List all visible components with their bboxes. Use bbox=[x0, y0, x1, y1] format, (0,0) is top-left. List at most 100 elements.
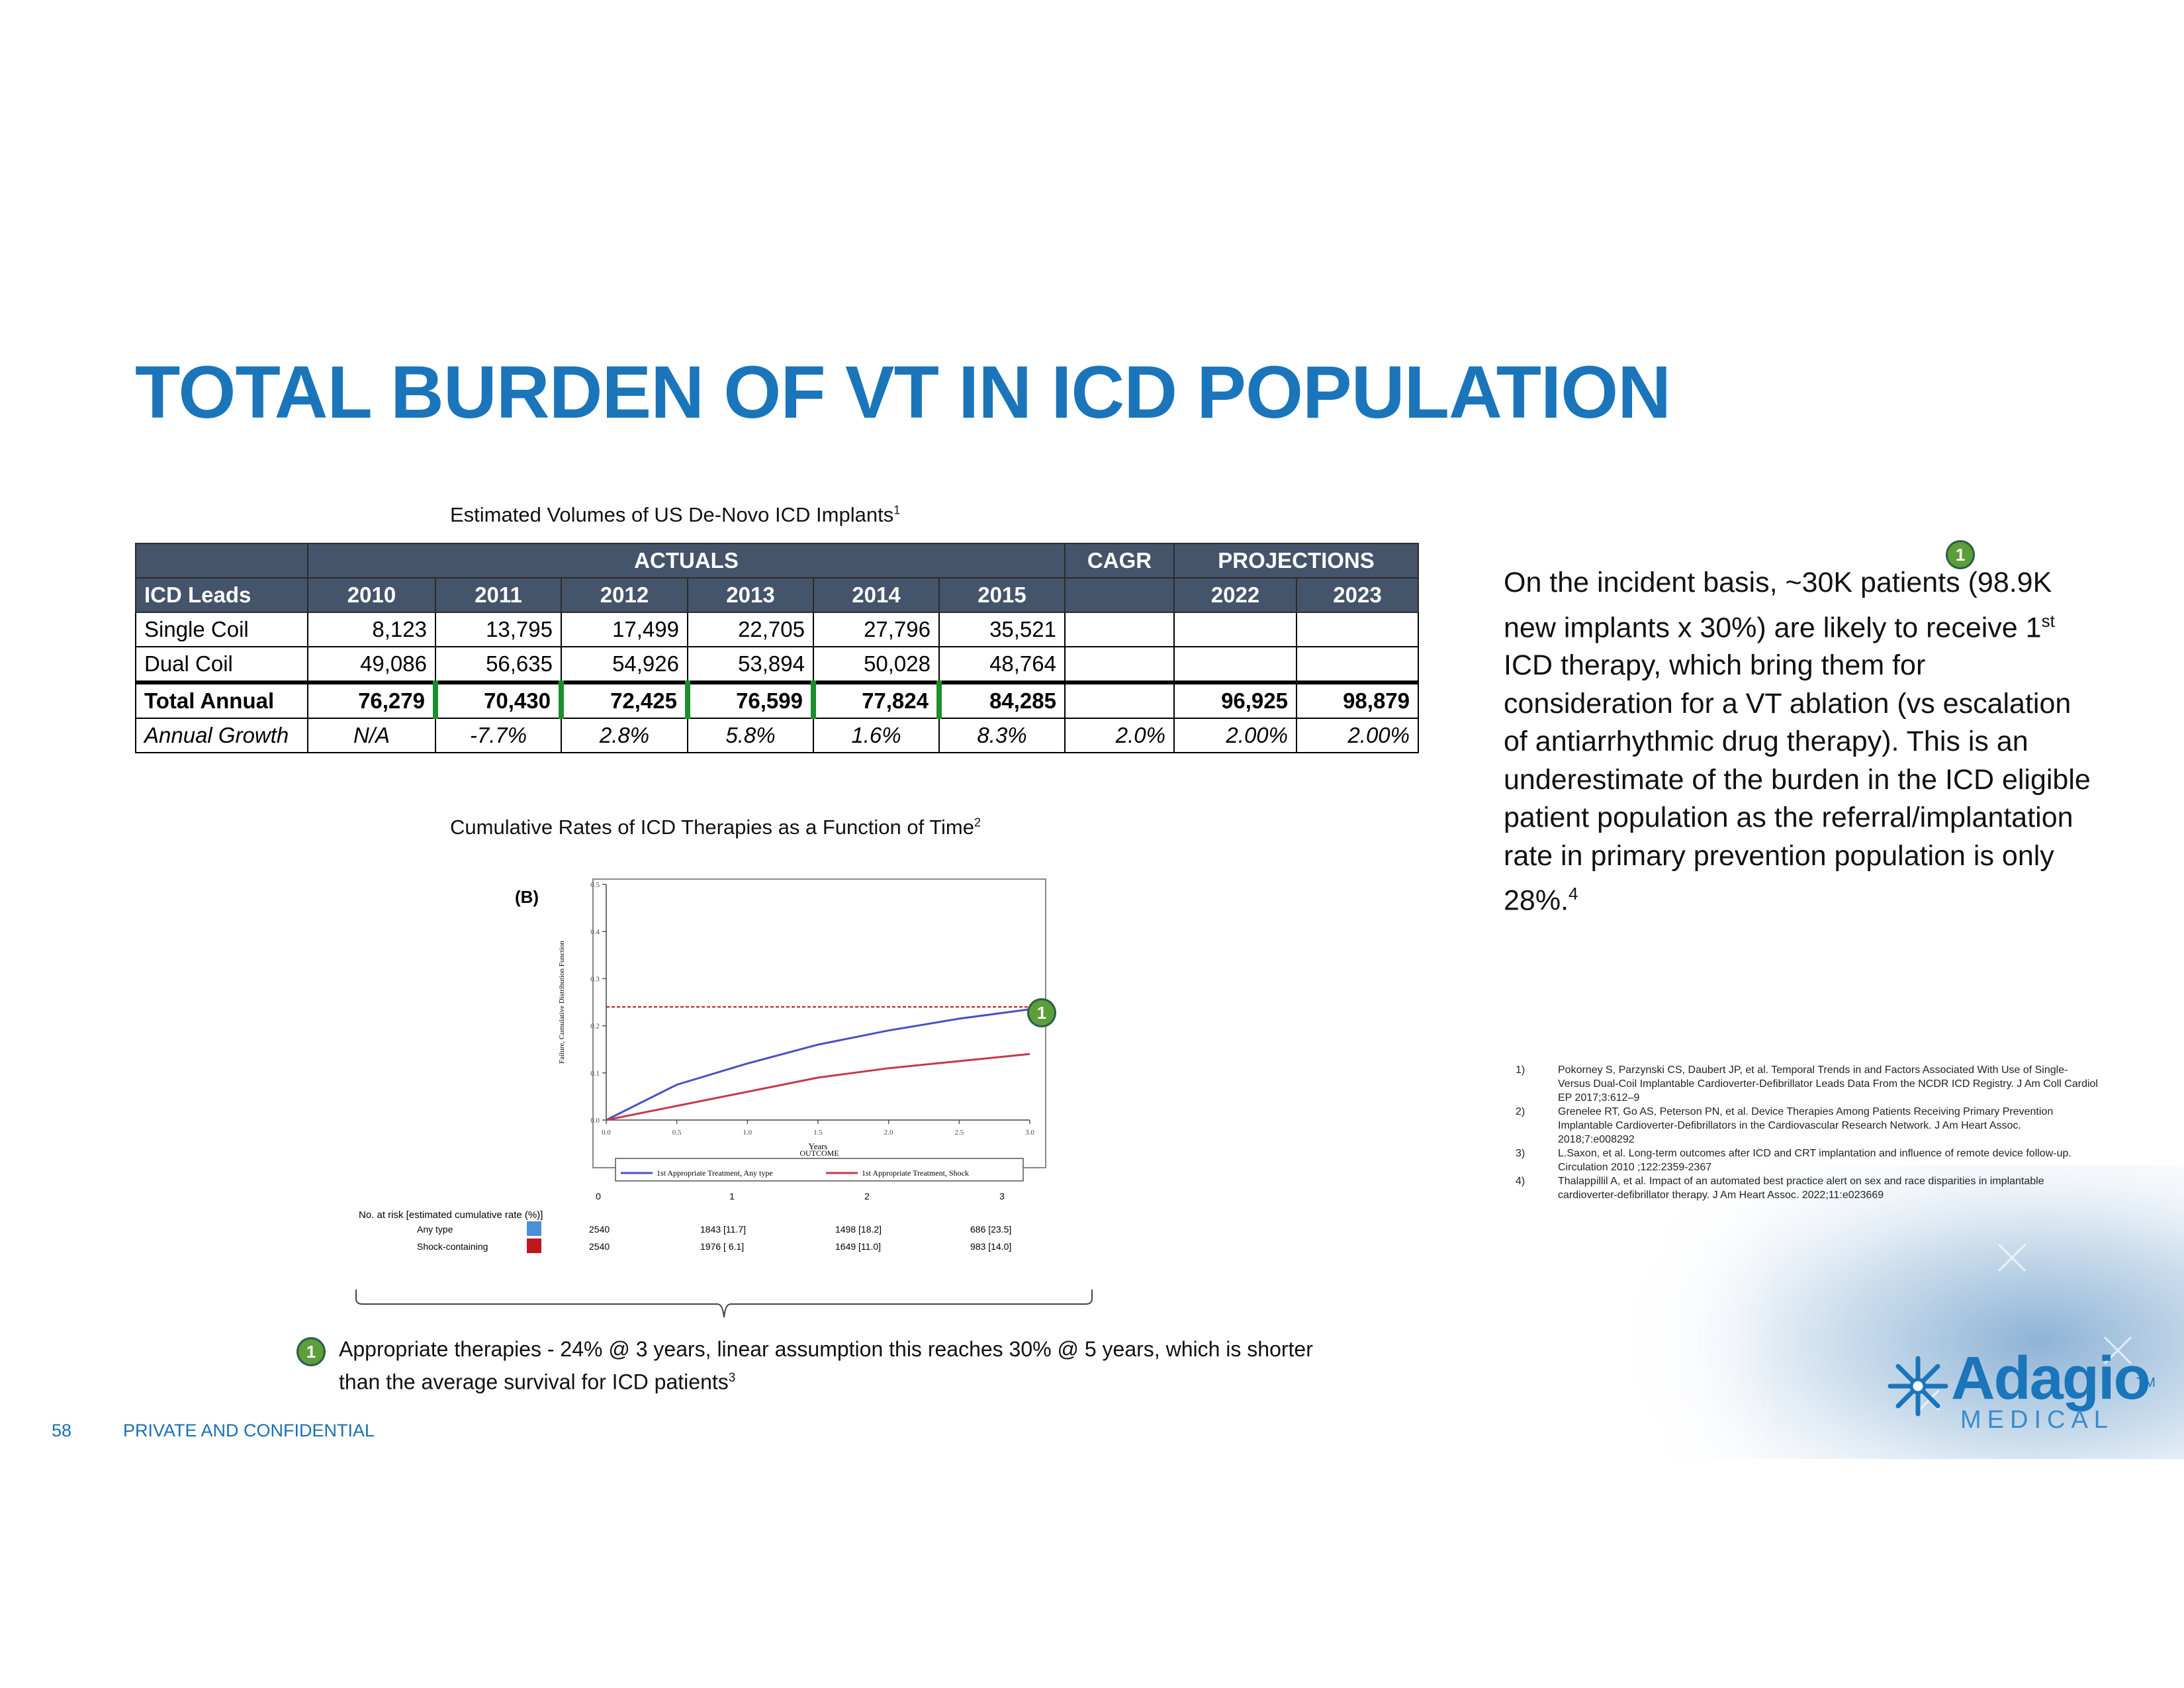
row-label: Annual Growth bbox=[135, 718, 308, 753]
table-cell: 22,705 bbox=[687, 612, 814, 647]
group-header-cagr: CAGR bbox=[1064, 543, 1175, 579]
table-cell: 49,086 bbox=[307, 646, 436, 683]
frost-decoration bbox=[1602, 1165, 2184, 1459]
table-cell: 8.3% bbox=[938, 718, 1066, 753]
y-tick-label: 0.0 bbox=[590, 1117, 600, 1125]
col-header-2023: 2023 bbox=[1295, 577, 1420, 613]
table-cell: 48,764 bbox=[938, 646, 1066, 683]
col-header-2011: 2011 bbox=[435, 577, 562, 613]
table-cell: 2.00% bbox=[1173, 718, 1297, 753]
burden-description: On the incident basis, ~30K patients (98… bbox=[1504, 564, 2099, 920]
risk-row-swatch bbox=[527, 1221, 541, 1236]
column-header-row: ICD Leads 2010 2011 2012 2013 2014 2015 … bbox=[135, 577, 1420, 613]
table-cell: 5.8% bbox=[687, 718, 814, 753]
col-header-2012: 2012 bbox=[561, 577, 688, 613]
table-cell: N/A bbox=[307, 718, 436, 753]
table-cell: 76,279 bbox=[307, 680, 436, 719]
reference-number: 1) bbox=[1516, 1064, 1525, 1076]
y-tick-label: 0.4 bbox=[590, 928, 600, 936]
legend-label: 1st Appropriate Treatment, Any type bbox=[657, 1168, 773, 1178]
burden-sup-1: st bbox=[2041, 610, 2055, 631]
table-cell bbox=[1173, 646, 1297, 683]
risk-time-label: 0 bbox=[596, 1191, 601, 1201]
burden-sup-2: 4 bbox=[1569, 884, 1578, 904]
badge-bottom-note: 1 bbox=[296, 1337, 326, 1366]
row-label: Single Coil bbox=[135, 612, 308, 647]
adagio-star-icon bbox=[1888, 1356, 1948, 1417]
slide-title: TOTAL BURDEN OF VT IN ICD POPULATION bbox=[135, 351, 1671, 434]
plot-frame bbox=[592, 878, 1046, 1168]
series-line-1 bbox=[606, 1008, 1030, 1121]
icd-volume-table: ACTUALS CAGR PROJECTIONS ICD Leads 2010 … bbox=[135, 543, 1420, 753]
table-row-annual-growth: Annual Growth N/A -7.7% 2.8% 5.8% 1.6% 8… bbox=[135, 718, 1420, 753]
group-header-blank bbox=[135, 543, 308, 579]
burden-text-1: On the incident basis, ~30K patients (98… bbox=[1504, 567, 2052, 643]
references: 1) Pokorney S, Parzynski CS, Daubert JP, … bbox=[1516, 1063, 2098, 1202]
badge-right-text: 1 bbox=[1946, 540, 1975, 569]
series-line-2 bbox=[606, 1053, 1030, 1121]
table-row-single-coil: Single Coil 8,123 13,795 17,499 22,705 2… bbox=[135, 612, 1420, 647]
risk-value: 2540 bbox=[589, 1224, 610, 1235]
table-cell: 72,425 bbox=[559, 680, 688, 719]
table-cell: 8,123 bbox=[307, 612, 436, 647]
table-cell: -7.7% bbox=[435, 718, 562, 753]
y-tick-label: 0.3 bbox=[590, 975, 600, 983]
reference-number: 2) bbox=[1516, 1106, 1525, 1117]
table-cell: 96,925 bbox=[1173, 680, 1297, 719]
reference-number: 3) bbox=[1516, 1148, 1525, 1159]
risk-value: 1498 [18.2] bbox=[835, 1224, 882, 1235]
table-cell: 13,795 bbox=[435, 612, 562, 647]
table-cell: 2.0% bbox=[1064, 718, 1175, 753]
confidential-label: PRIVATE AND CONFIDENTIAL bbox=[123, 1421, 375, 1440]
y-tick-label: 0.1 bbox=[590, 1070, 600, 1078]
table-row-total-annual: Total Annual 76,279 70,430 72,425 76,599… bbox=[135, 680, 1420, 719]
col-header-2015: 2015 bbox=[938, 577, 1066, 613]
table-cell bbox=[1173, 612, 1297, 647]
risk-value: 1976 [ 6.1] bbox=[700, 1241, 744, 1252]
table-cell bbox=[1064, 680, 1175, 719]
adagio-logo-text: Adagio bbox=[1951, 1344, 2151, 1412]
table-cell: 76,599 bbox=[685, 680, 814, 719]
reference-number: 4) bbox=[1516, 1176, 1525, 1187]
badge-chart: 1 bbox=[1027, 998, 1056, 1027]
page-number: 58 bbox=[52, 1421, 72, 1440]
risk-table-header: No. at risk [estimated cumulative rate (… bbox=[359, 1209, 543, 1221]
table-caption-text: Estimated Volumes of US De-Novo ICD Impl… bbox=[450, 503, 894, 526]
table-cell: 77,824 bbox=[811, 680, 940, 719]
risk-row-label: Shock-containing bbox=[417, 1241, 488, 1252]
y-axis-label: Failure, Cumulative Distribution Functio… bbox=[558, 941, 566, 1064]
chart-caption-text: Cumulative Rates of ICD Therapies as a F… bbox=[450, 816, 974, 839]
col-header-2013: 2013 bbox=[687, 577, 814, 613]
group-header-actuals: ACTUALS bbox=[307, 543, 1066, 579]
table-cell: 70,430 bbox=[433, 680, 562, 719]
table-cell: 1.6% bbox=[813, 718, 940, 753]
group-header-projections: PROJECTIONS bbox=[1173, 543, 1420, 579]
table-cell: 35,521 bbox=[938, 612, 1066, 647]
table-cell: 2.00% bbox=[1295, 718, 1420, 753]
y-tick-label: 0.5 bbox=[590, 881, 600, 889]
x-tick-label: 3.0 bbox=[1025, 1129, 1034, 1137]
burden-text-2: ICD therapy, which bring them for consid… bbox=[1504, 649, 2091, 917]
x-tick-label: 0.5 bbox=[672, 1129, 682, 1137]
col-header-2014: 2014 bbox=[813, 577, 940, 613]
reference-item: 3) L.Saxon, et al. Long-term outcomes aft… bbox=[1516, 1147, 2098, 1174]
col-header-2022: 2022 bbox=[1173, 577, 1297, 613]
x-tick-label: 2.0 bbox=[884, 1129, 893, 1137]
col-header-2010: 2010 bbox=[307, 577, 436, 613]
row-label: Dual Coil bbox=[135, 646, 308, 683]
risk-time-label: 2 bbox=[864, 1191, 870, 1201]
col-header-icd-leads: ICD Leads bbox=[135, 577, 308, 613]
table-cell: 17,499 bbox=[561, 612, 688, 647]
table-caption: Estimated Volumes of US De-Novo ICD Impl… bbox=[450, 503, 900, 527]
bottom-note-ref: 3 bbox=[728, 1371, 736, 1385]
table-cell: 2.8% bbox=[561, 718, 688, 753]
legend-title: OUTCOME bbox=[799, 1149, 839, 1158]
risk-value: 983 [14.0] bbox=[970, 1241, 1011, 1252]
group-header-row: ACTUALS CAGR PROJECTIONS bbox=[135, 543, 1420, 579]
cumulative-rates-chart: (B) 0.0 0.1 0.2 0.3 0.4 0.5 0.0 0.5 1.0 1.5 2.0 2.5 3… bbox=[359, 878, 1046, 1253]
table-cell: 53,894 bbox=[687, 646, 814, 683]
risk-value: 2540 bbox=[589, 1241, 610, 1252]
adagio-logo-subtitle: MEDICAL bbox=[1960, 1406, 2114, 1434]
chart-caption: Cumulative Rates of ICD Therapies as a F… bbox=[450, 816, 981, 839]
table-cell bbox=[1064, 646, 1175, 683]
